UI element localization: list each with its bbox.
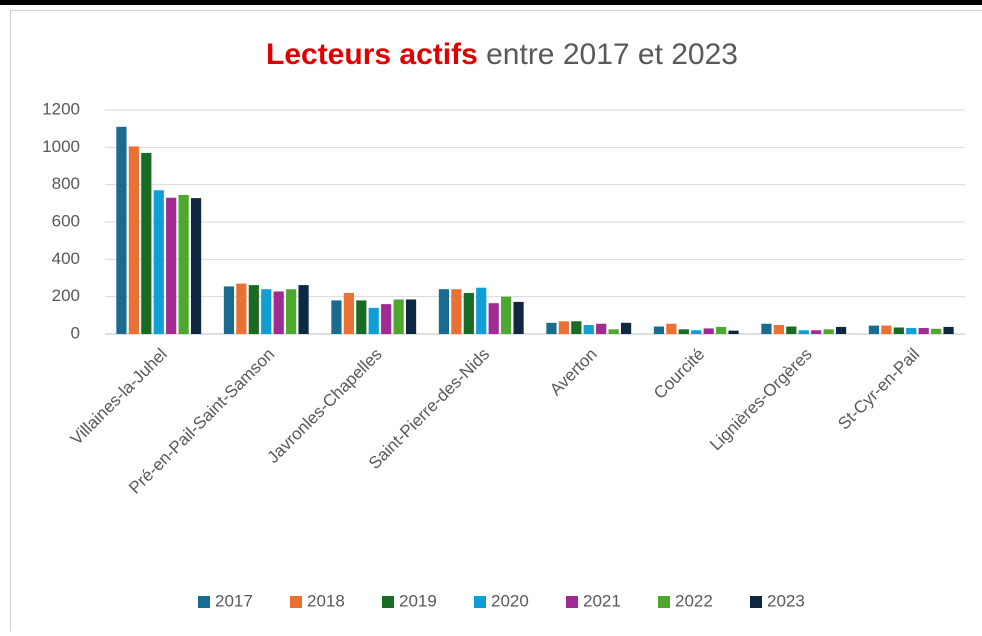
bar: [298, 285, 308, 334]
bar: [836, 327, 846, 334]
bar: [728, 331, 738, 334]
bar: [451, 289, 461, 334]
legend-swatch: [290, 596, 302, 608]
bar: [489, 303, 499, 334]
bar: [786, 327, 796, 334]
legend-label: 2022: [675, 591, 713, 610]
legend-swatch: [198, 596, 210, 608]
bar: [881, 326, 891, 334]
bar: [286, 289, 296, 334]
bar: [609, 329, 619, 334]
bar: [559, 321, 569, 334]
top-border: [0, 0, 982, 5]
legend-swatch: [566, 596, 578, 608]
y-tick-label: 400: [52, 249, 80, 268]
bar: [691, 330, 701, 334]
bar: [621, 323, 631, 334]
chart-title: Lecteurs actifs entre 2017 et 2023: [266, 38, 738, 71]
bar: [439, 289, 449, 334]
bar: [704, 328, 714, 334]
bar: [179, 195, 189, 334]
title-highlight: Lecteurs actifs: [266, 38, 478, 71]
bar: [261, 289, 271, 334]
y-tick-label: 600: [52, 211, 80, 230]
bar: [571, 321, 581, 334]
y-tick-label: 1200: [42, 99, 80, 118]
bar: [274, 291, 284, 334]
bar: [394, 299, 404, 334]
bar: [249, 285, 259, 334]
y-tick-label: 0: [71, 323, 80, 342]
bar: [596, 324, 606, 334]
bar: [166, 198, 176, 334]
legend-label: 2020: [491, 591, 529, 610]
bar: [774, 325, 784, 334]
bar: [811, 330, 821, 334]
bar: [679, 329, 689, 334]
bar: [344, 293, 354, 334]
bar: [931, 329, 941, 334]
bar: [906, 328, 916, 334]
bar: [716, 327, 726, 334]
bar: [919, 328, 929, 334]
legend-label: 2021: [583, 591, 621, 610]
legend-label: 2017: [215, 591, 253, 610]
bar: [501, 297, 511, 334]
bar: [406, 299, 416, 334]
legend-swatch: [382, 596, 394, 608]
y-tick-label: 800: [52, 174, 80, 193]
y-tick-label: 200: [52, 286, 80, 305]
bar: [584, 325, 594, 334]
legend-swatch: [658, 596, 670, 608]
bar: [154, 190, 164, 334]
legend-swatch: [750, 596, 762, 608]
title-rest: entre 2017 et 2023: [486, 38, 738, 71]
legend-swatch: [474, 596, 486, 608]
bar: [761, 324, 771, 334]
bar: [381, 304, 391, 334]
bar: [141, 153, 151, 334]
bar: [464, 293, 474, 334]
legend-label: 2019: [399, 591, 437, 610]
bar: [824, 329, 834, 334]
bar: [943, 327, 953, 334]
bar: [513, 302, 523, 334]
bar: [224, 286, 234, 334]
bar: [236, 284, 246, 334]
bar: [331, 300, 341, 334]
bar: [894, 327, 904, 334]
bar: [476, 288, 486, 334]
bar: [799, 330, 809, 334]
bar: [129, 146, 139, 334]
bar: [369, 308, 379, 334]
bar: [666, 324, 676, 334]
bar: [654, 327, 664, 334]
bar: [116, 127, 126, 334]
legend-label: 2018: [307, 591, 345, 610]
bar: [356, 300, 366, 334]
legend-label: 2023: [767, 591, 805, 610]
bar: [869, 326, 879, 334]
bar: [191, 198, 201, 334]
y-tick-label: 1000: [42, 137, 80, 156]
bar: [546, 323, 556, 334]
